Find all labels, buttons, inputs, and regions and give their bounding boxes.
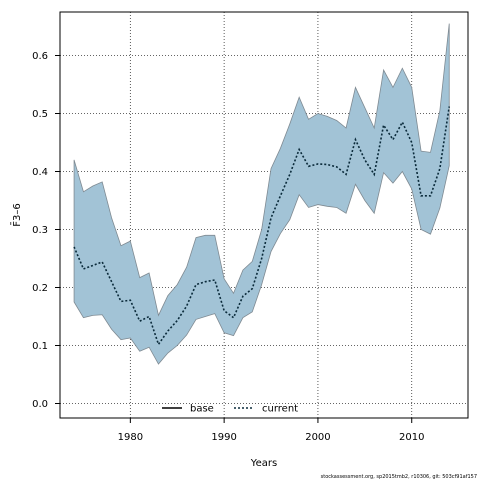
x-tick-label: 2000 [305,432,330,443]
y-tick-label: 0.6 [32,51,48,62]
x-tick-label: 2010 [399,432,424,443]
y-axis-label: F̄3–6 [10,203,23,226]
y-axis-ticks: 0.0 0.1 0.2 0.3 0.4 0.5 0.6 [32,51,60,410]
footer-caption: stockassessment.org, sp2015tmb2, r10306,… [321,474,477,480]
legend: base current [162,404,298,415]
confidence-band [73,23,450,365]
x-tick-label: 1980 [118,432,143,443]
x-tick-label: 1990 [211,432,236,443]
y-tick-label: 0.5 [32,109,48,120]
y-tick-label: 0.0 [32,399,48,410]
plot-frame [59,11,469,419]
x-axis-ticks: 1980 1990 2000 2010 [118,418,424,443]
y-tick-label: 0.2 [32,283,48,294]
confidence-band-area [73,23,450,365]
series-current-line [73,106,451,347]
y-tick-label: 0.3 [32,225,48,236]
y-tick-label: 0.1 [32,341,48,352]
legend-current-label: current [262,404,298,415]
series-lines [73,106,451,347]
legend-base-label: base [190,404,214,415]
x-axis-label: Years [250,458,277,469]
y-tick-label: 0.4 [32,167,48,178]
